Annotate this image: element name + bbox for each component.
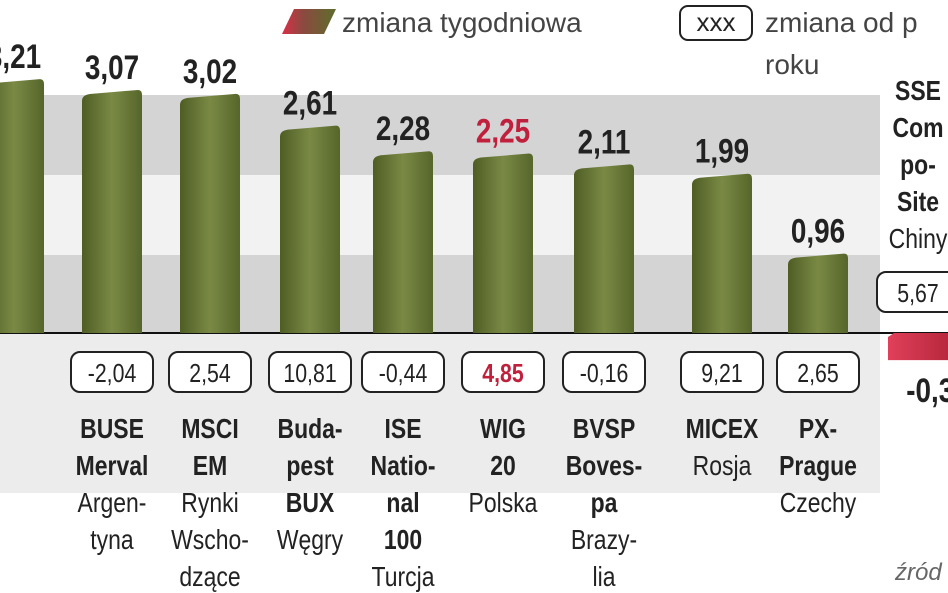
index-name: PX-: [799, 414, 837, 445]
value-label: 2,61: [283, 84, 337, 122]
index-name: Buda-: [277, 414, 342, 445]
legend-label: zmiana tygodniowa: [342, 7, 582, 38]
value-label: 3,21: [0, 37, 41, 75]
country-name: Argen-: [78, 488, 147, 519]
index-name: BUX: [286, 488, 334, 519]
ytd-box: [461, 351, 545, 393]
value-label: 0,96: [791, 212, 845, 250]
value-label: 2,25: [476, 112, 530, 150]
index-name: 100: [384, 525, 422, 556]
index-name: MSCI: [181, 414, 238, 445]
country-name: Polska: [469, 488, 539, 519]
value-label: -0,35: [906, 372, 948, 410]
ytd-label: 10,81: [283, 359, 336, 389]
index-name: WIG: [480, 414, 526, 445]
legend-label: roku: [765, 49, 819, 80]
ytd-box: [361, 351, 445, 393]
value-label: 2,28: [376, 110, 430, 148]
bar: [280, 125, 340, 333]
index-name: Boves-: [566, 451, 643, 482]
bar: [888, 333, 948, 361]
value-label: 2,11: [578, 123, 631, 161]
index-name: MICEX: [686, 414, 759, 445]
ytd-label: 2,54: [189, 359, 230, 389]
ytd-label: 5,67: [897, 279, 938, 309]
bar: [180, 93, 240, 333]
ytd-label: -0,44: [379, 359, 428, 389]
index-name: Com: [892, 113, 943, 144]
index-name: ISE: [384, 414, 421, 445]
legend-box-label: xxx: [697, 7, 736, 37]
bar: [0, 79, 44, 333]
country-name: Rynki: [181, 488, 238, 519]
bar: [574, 164, 634, 333]
index-name: SSE: [895, 76, 941, 107]
ytd-box: [70, 351, 154, 393]
ytd-box: [776, 351, 860, 393]
country-name: Chiny: [889, 224, 948, 255]
bar: [788, 253, 848, 333]
index-name: Prague: [779, 451, 857, 482]
ytd-box: [268, 351, 352, 393]
index-name: BVSP: [573, 414, 636, 445]
index-name: po-: [900, 150, 936, 181]
country-name: Brazy-: [571, 525, 637, 556]
legend-label: zmiana od p: [765, 7, 918, 38]
value-label: 3,02: [183, 52, 237, 90]
index-name: Natio-: [370, 451, 435, 482]
country-name: dzące: [179, 562, 240, 593]
ytd-label: -0,16: [580, 359, 629, 389]
country-name: lia: [593, 562, 617, 593]
country-name: Wscho-: [171, 525, 249, 556]
ytd-box: [876, 271, 948, 313]
bar: [373, 151, 433, 333]
ytd-label: -2,04: [88, 359, 137, 389]
country-name: Czechy: [780, 488, 857, 519]
bar: [82, 89, 142, 333]
index-name: Merval: [76, 451, 149, 482]
ytd-label: 2,65: [797, 359, 838, 389]
legend-box: [679, 5, 753, 41]
index-name: pa: [591, 488, 618, 519]
index-name: BUSE: [80, 414, 144, 445]
country-name: tyna: [90, 525, 134, 556]
country-name: Turcja: [372, 562, 436, 593]
value-label: 3,07: [85, 48, 139, 86]
bar: [692, 173, 752, 333]
index-name: nal: [386, 488, 419, 519]
ytd-box: [168, 351, 252, 393]
value-label: 1,99: [695, 132, 749, 170]
ytd-box: [680, 351, 764, 393]
legend-swatch: [282, 9, 336, 34]
country-name: Rosja: [693, 451, 752, 482]
bar: [473, 153, 533, 333]
source: źród: [894, 559, 942, 586]
ytd-label: 9,21: [701, 359, 742, 389]
ytd-label: 4,85: [482, 359, 523, 389]
ytd-box: [562, 351, 646, 393]
index-name: 20: [490, 451, 516, 482]
index-name: pest: [286, 451, 334, 482]
country-name: Węgry: [277, 525, 343, 556]
index-name: Site: [897, 187, 939, 218]
index-name: EM: [193, 451, 227, 482]
